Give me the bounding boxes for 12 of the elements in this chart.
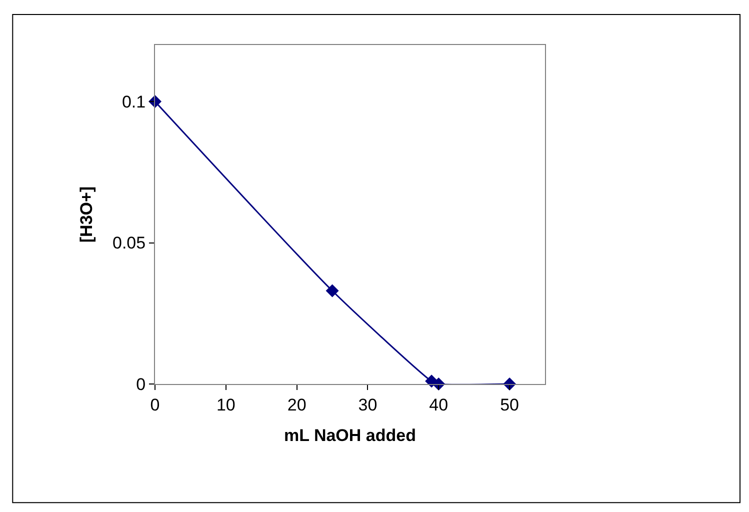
x-tick-label: 50 bbox=[500, 395, 520, 414]
x-tick-label: 0 bbox=[150, 395, 160, 414]
x-tick-label: 30 bbox=[358, 395, 378, 414]
x-tick-label: 20 bbox=[287, 395, 306, 414]
y-tick-label: 0.1 bbox=[122, 92, 146, 112]
x-tick-label: 10 bbox=[216, 395, 236, 414]
point bbox=[326, 284, 339, 298]
y-axis-title: [H3O+] bbox=[77, 186, 96, 243]
y-tick-label: 0 bbox=[136, 374, 146, 394]
x-tick-label: 40 bbox=[429, 395, 448, 414]
x-axis-title: mL NaOH added bbox=[284, 426, 416, 445]
y-tick-label: 0.05 bbox=[112, 234, 146, 253]
